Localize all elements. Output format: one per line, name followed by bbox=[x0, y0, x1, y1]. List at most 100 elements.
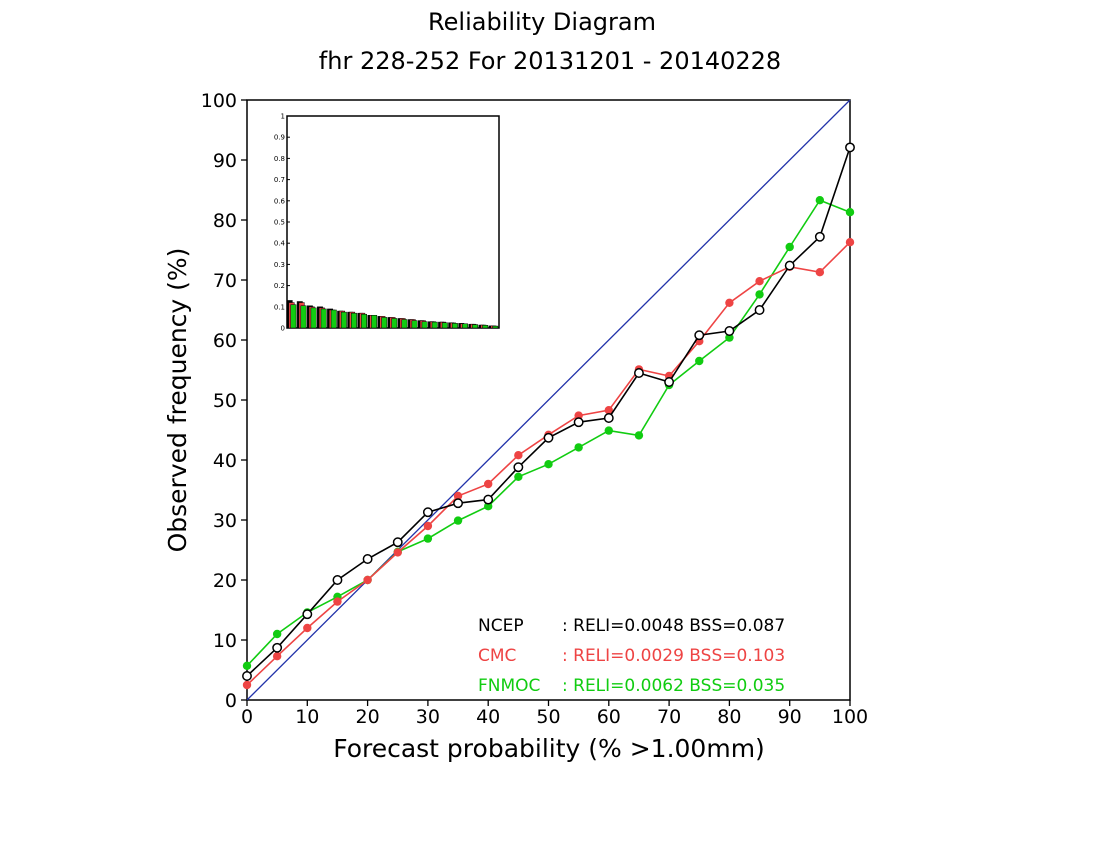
x-tick-label: 70 bbox=[657, 706, 681, 728]
cmc-point bbox=[453, 491, 463, 501]
cmc-legend-stats: : RELI=0.0029 BSS=0.103 bbox=[562, 646, 785, 666]
inset-bar bbox=[401, 319, 408, 329]
x-axis: 0 10 20 30 40 50 60 70 80 90 100 bbox=[241, 700, 868, 728]
ncep-point bbox=[332, 575, 343, 585]
ncep-point bbox=[845, 142, 855, 153]
inset-y-tick-label: 0.2 bbox=[274, 282, 285, 290]
fnmoc-point bbox=[725, 333, 734, 342]
cmc-point bbox=[272, 652, 282, 661]
inset-y-tick-label: 0.5 bbox=[274, 219, 285, 227]
cmc-point bbox=[604, 406, 613, 415]
ncep-point bbox=[784, 260, 795, 271]
inset-y-tick-label: 0.6 bbox=[274, 197, 286, 205]
ncep-point bbox=[603, 413, 614, 423]
ncep-legend-name: NCEP bbox=[478, 616, 524, 636]
ncep-point bbox=[272, 642, 283, 653]
inset-y-tick-label: 0 bbox=[281, 325, 285, 333]
fnmoc-point bbox=[785, 242, 794, 252]
ncep-point bbox=[634, 368, 644, 378]
fnmoc-point bbox=[544, 460, 553, 469]
ncep-point bbox=[453, 498, 463, 509]
y-tick-label: 10 bbox=[213, 630, 237, 652]
y-tick-label: 70 bbox=[213, 270, 237, 292]
fnmoc-point bbox=[695, 356, 704, 366]
cmc-legend-name: CMC bbox=[478, 646, 516, 666]
ncep-point bbox=[573, 417, 584, 428]
x-tick-label: 0 bbox=[241, 706, 253, 728]
x-tick-label: 80 bbox=[717, 706, 741, 728]
y-tick-label: 90 bbox=[213, 150, 237, 172]
perfect-reliability-diagonal bbox=[246, 99, 851, 701]
cmc-point bbox=[423, 521, 433, 531]
y-tick-label: 60 bbox=[213, 330, 237, 352]
ncep-point bbox=[302, 609, 313, 620]
y-tick-label: 50 bbox=[213, 390, 237, 412]
fnmoc-point bbox=[634, 431, 644, 440]
inset-bar bbox=[472, 324, 479, 329]
cmc-point bbox=[363, 575, 372, 585]
chart-subtitle: fhr 228-252 For 20131201 - 20140228 bbox=[319, 47, 781, 75]
inset-bar bbox=[451, 323, 458, 329]
fnmoc-point bbox=[484, 502, 493, 511]
cmc-point bbox=[393, 548, 402, 557]
cmc-point bbox=[484, 479, 493, 489]
fnmoc-point bbox=[755, 290, 764, 299]
y-tick-label: 80 bbox=[213, 210, 237, 232]
inset-bar bbox=[340, 311, 347, 329]
y-tick-label: 30 bbox=[213, 510, 237, 532]
inset-bar bbox=[371, 315, 378, 329]
sample-histogram-inset: 0 0.1 0.2 0.3 0.4 0.5 0.6 0.7 0.8 0.9 1 bbox=[274, 113, 500, 333]
cmc-point bbox=[333, 597, 342, 606]
y-tick-label: 0 bbox=[225, 690, 237, 712]
inset-frame bbox=[286, 115, 500, 329]
cmc-point bbox=[574, 411, 583, 420]
fnmoc-point bbox=[453, 516, 463, 525]
inset-y-tick-label: 0.1 bbox=[274, 303, 285, 311]
ncep-point bbox=[513, 462, 524, 473]
ncep-point bbox=[543, 432, 554, 443]
fnmoc-point bbox=[272, 629, 282, 639]
chart-title: Reliability Diagram bbox=[428, 8, 656, 36]
ncep-point bbox=[242, 671, 252, 681]
inset-bar bbox=[391, 318, 398, 329]
inset-y-axis: 0 0.1 0.2 0.3 0.4 0.5 0.6 0.7 0.8 0.9 1 bbox=[274, 113, 290, 333]
inset-y-tick-label: 0.8 bbox=[274, 155, 285, 163]
cmc-point bbox=[815, 268, 825, 277]
x-tick-label: 90 bbox=[778, 706, 802, 728]
fnmoc-point bbox=[574, 443, 583, 452]
x-tick-label: 100 bbox=[832, 706, 868, 728]
ncep-point bbox=[664, 377, 675, 387]
inset-bar bbox=[351, 312, 357, 329]
x-tick-label: 60 bbox=[597, 706, 621, 728]
ncep-legend-stats: : RELI=0.0048 BSS=0.087 bbox=[562, 616, 785, 636]
ncep-point bbox=[724, 326, 735, 336]
x-tick-label: 10 bbox=[295, 706, 319, 728]
y-axis-label: Observed frequency (%) bbox=[163, 248, 192, 553]
inset-bar bbox=[421, 321, 428, 329]
inset-bar bbox=[411, 320, 418, 329]
cmc-point bbox=[242, 680, 252, 690]
ncep-point bbox=[392, 537, 403, 548]
x-tick-label: 30 bbox=[416, 706, 440, 728]
inset-y-tick-label: 0.7 bbox=[274, 176, 285, 184]
inset-bar bbox=[320, 308, 327, 329]
inset-bar bbox=[462, 323, 468, 329]
x-tick-label: 20 bbox=[356, 706, 380, 728]
inset-bar bbox=[310, 307, 317, 329]
y-tick-label: 40 bbox=[213, 450, 237, 472]
ncep-point bbox=[422, 507, 433, 518]
inset-bar bbox=[290, 304, 297, 329]
x-tick-label: 40 bbox=[476, 706, 500, 728]
inset-bar bbox=[441, 322, 448, 329]
fnmoc-point bbox=[242, 661, 252, 670]
inset-bar bbox=[300, 305, 307, 329]
fnmoc-point bbox=[845, 208, 855, 217]
ncep-point bbox=[694, 330, 705, 341]
fnmoc-point bbox=[423, 534, 433, 543]
x-tick-label: 50 bbox=[536, 706, 560, 728]
inset-bar bbox=[492, 325, 499, 329]
inset-y-tick-label: 1 bbox=[281, 113, 285, 121]
fnmoc-legend-name: FNMOC bbox=[478, 676, 540, 696]
inset-y-tick-label: 0.4 bbox=[274, 240, 286, 248]
